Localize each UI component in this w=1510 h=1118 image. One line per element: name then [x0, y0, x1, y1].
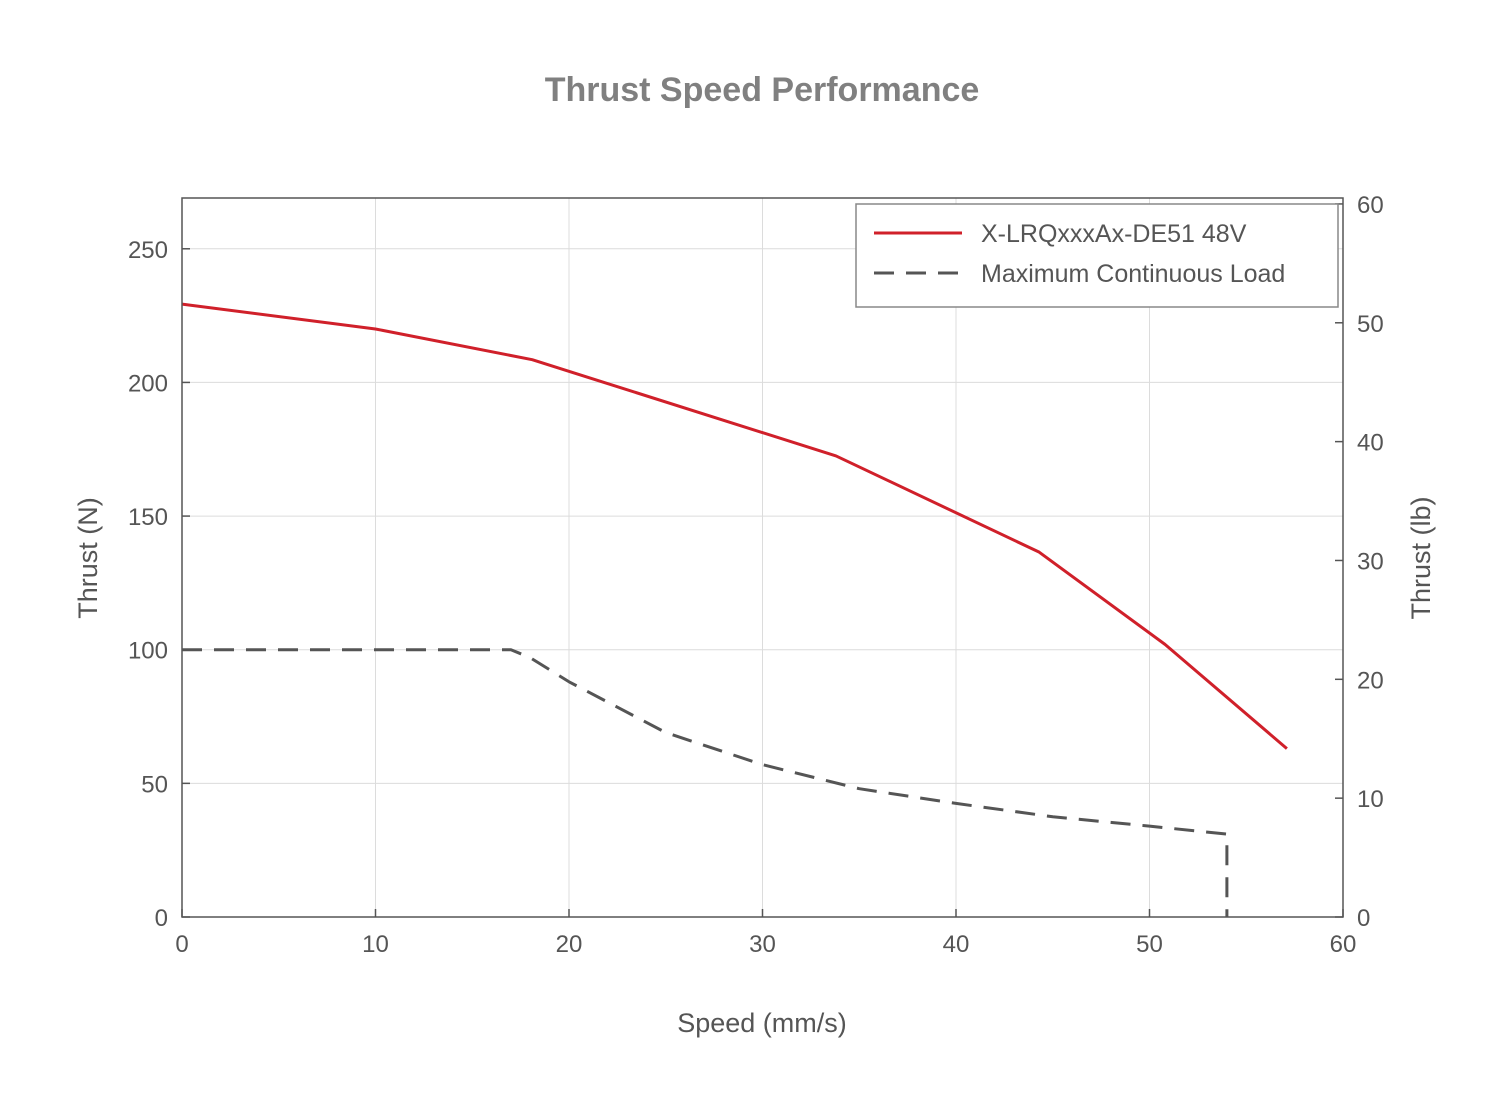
y-right-tick-label: 40: [1357, 430, 1384, 457]
y-tick-label: 200: [128, 370, 168, 397]
y-right-tick-label: 30: [1357, 548, 1384, 575]
legend-box: [855, 203, 1339, 308]
y-tick-label: 50: [141, 771, 168, 798]
y-tick-label: 0: [155, 905, 168, 932]
y-right-tick-label: 0: [1357, 905, 1370, 932]
x-tick-label: 40: [943, 931, 970, 958]
series-line-2: [182, 648, 1229, 917]
series-line-1: [181, 302, 1288, 750]
x-axis-label: Speed (mm/s): [677, 1008, 847, 1038]
x-tick-label: 0: [175, 931, 188, 958]
y-tick-label: 150: [128, 504, 168, 531]
chart-title: Thrust Speed Performance: [545, 71, 980, 109]
y-right-tick-label: 50: [1357, 311, 1384, 338]
x-tick-label: 50: [1136, 931, 1163, 958]
y-right-tick-label: 60: [1357, 192, 1384, 219]
legend-label-2: Maximum Continuous Load: [981, 260, 1285, 288]
y-tick-label: 100: [128, 638, 168, 665]
y-right-tick-label: 10: [1357, 786, 1384, 813]
y-tick-label: 250: [128, 237, 168, 264]
y-right-tick-label: 20: [1357, 667, 1384, 694]
x-tick-label: 30: [749, 931, 776, 958]
x-tick-label: 60: [1330, 931, 1357, 958]
legend-label-1: X-LRQxxxAx-DE51 48V: [981, 220, 1247, 248]
y-axis-right-label: Thrust (lb): [1406, 496, 1436, 619]
x-tick-label: 10: [362, 931, 389, 958]
x-tick-label: 20: [556, 931, 583, 958]
y-axis-label: Thrust (N): [73, 497, 103, 619]
legend: X-LRQxxxAx-DE51 48V Maximum Continuous L…: [855, 203, 1339, 308]
